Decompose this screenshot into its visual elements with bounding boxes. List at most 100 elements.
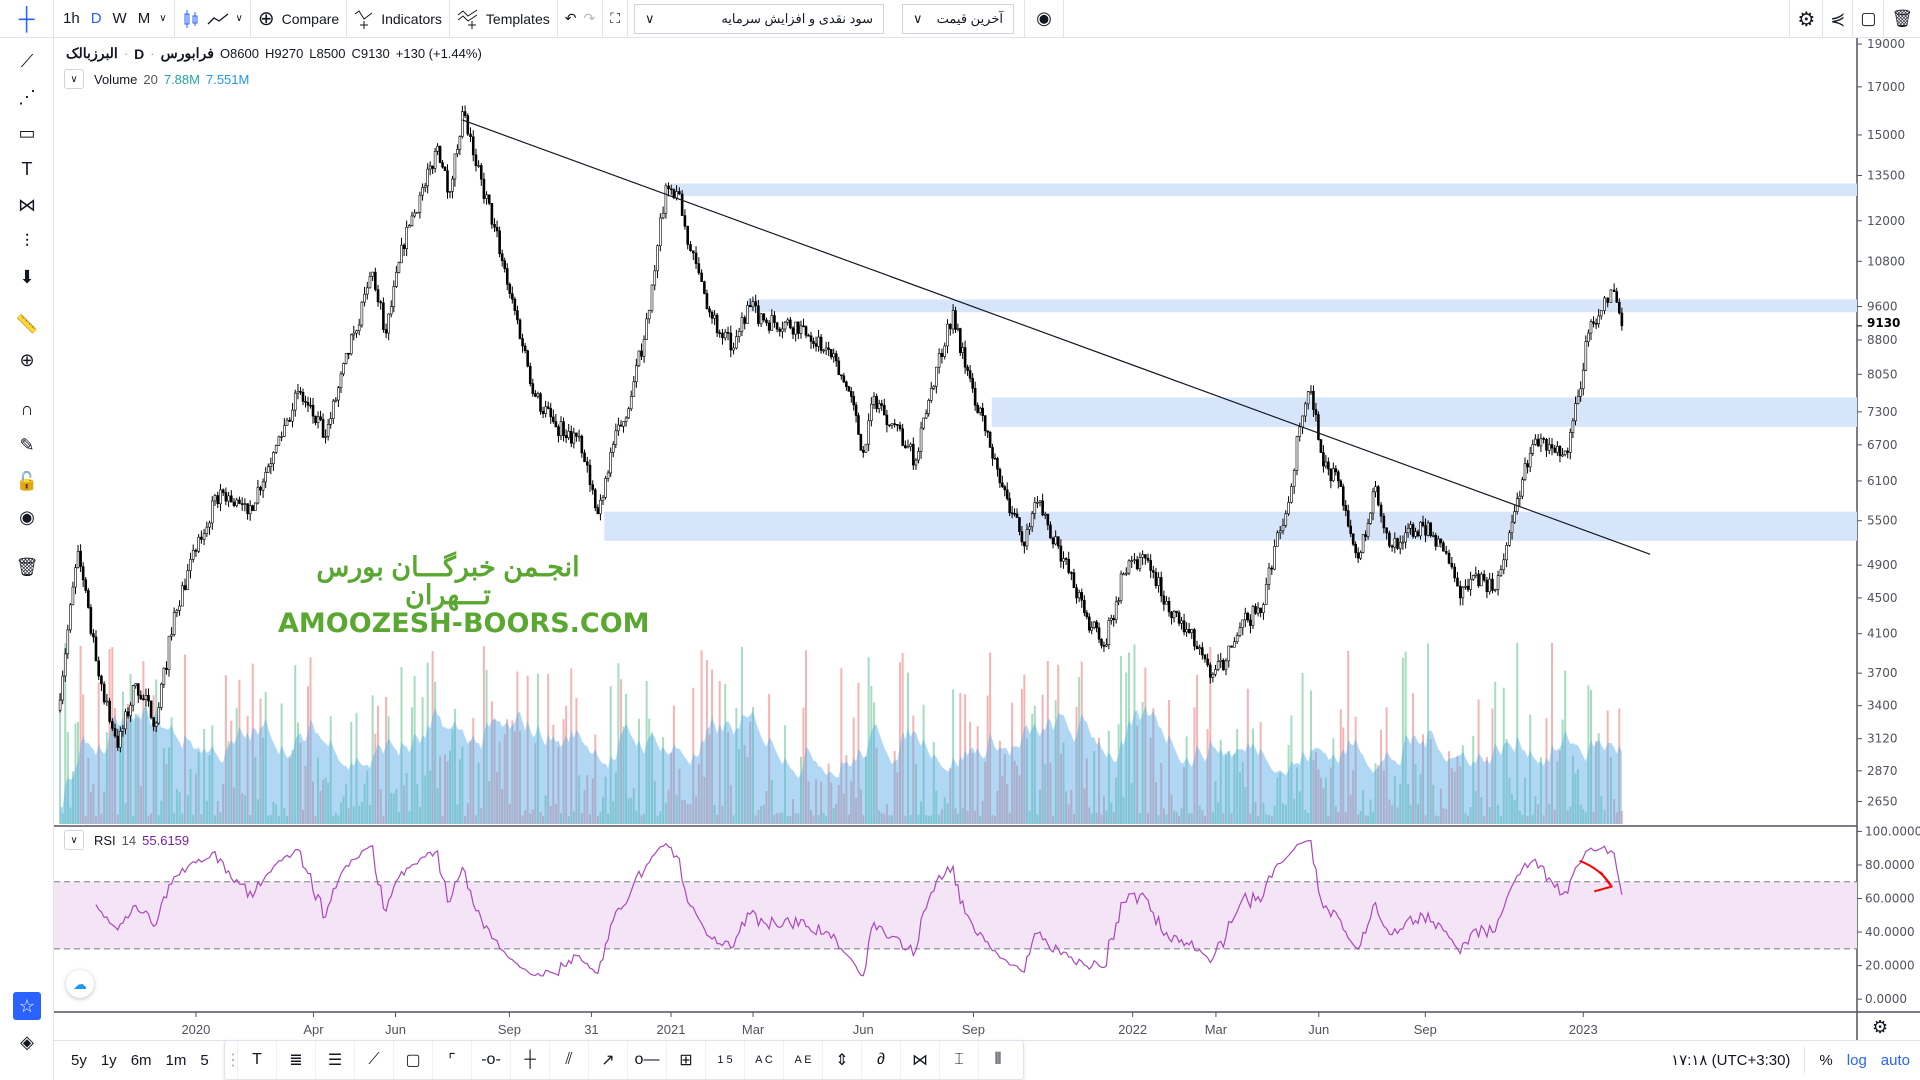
rectangle-tool[interactable]: ▭ bbox=[13, 119, 41, 147]
interval-m[interactable]: M bbox=[137, 10, 151, 27]
visibility-button[interactable]: ◉ bbox=[1024, 0, 1065, 38]
fib-tool[interactable]: ⋰ bbox=[13, 83, 41, 111]
chevron-down-icon[interactable]: ∨ bbox=[159, 13, 167, 24]
horizontal-ray-tool[interactable]: -o- bbox=[471, 1041, 510, 1079]
lock-tool[interactable]: 🔓 bbox=[13, 467, 41, 495]
range-1m[interactable]: 1m bbox=[165, 1052, 187, 1069]
zoom-tool[interactable]: ⊕ bbox=[13, 346, 41, 374]
volume-bar bbox=[173, 812, 176, 824]
candle bbox=[1502, 553, 1506, 575]
volume-bar bbox=[536, 673, 539, 824]
parallel-lines-tool[interactable]: ☰ bbox=[315, 1041, 354, 1079]
candle-body bbox=[342, 363, 345, 375]
percent-toggle[interactable]: % bbox=[1819, 1051, 1833, 1069]
candle bbox=[898, 421, 902, 432]
prediction-tool[interactable]: ⫶ bbox=[13, 227, 41, 255]
price-source-select[interactable]: ∨ آخرین قیمت bbox=[902, 3, 1015, 34]
volume-bar bbox=[1439, 788, 1442, 824]
interval-w[interactable]: W bbox=[112, 10, 127, 27]
brush-tool[interactable]: ∂ bbox=[861, 1041, 900, 1079]
symbol-name[interactable]: البرزبالک bbox=[66, 45, 118, 61]
axis-settings-button[interactable]: ⚙ bbox=[1872, 1017, 1888, 1038]
line-chart-icon[interactable] bbox=[207, 12, 229, 26]
elliott-correction-tool[interactable]: A C bbox=[744, 1041, 783, 1079]
object-tree-button[interactable]: ◈ bbox=[13, 1028, 41, 1056]
collapse-chevron-icon[interactable]: ∨ bbox=[64, 69, 84, 89]
candles-icon[interactable] bbox=[182, 9, 200, 29]
candle-body bbox=[541, 411, 545, 414]
lock-drawing-tool[interactable]: ✎ bbox=[13, 431, 41, 459]
candle-body bbox=[147, 695, 150, 702]
clock[interactable]: ۱۷:۱۸ (UTC+3:30) bbox=[1671, 1052, 1791, 1069]
candle bbox=[973, 381, 977, 411]
candle bbox=[1620, 307, 1624, 331]
candle-body bbox=[142, 698, 145, 701]
undo-icon[interactable]: ↶ bbox=[564, 10, 577, 26]
arrow-tool[interactable]: ⬇ bbox=[13, 263, 41, 291]
hide-tool[interactable]: ◉ bbox=[13, 503, 41, 531]
candle-body bbox=[1028, 526, 1031, 530]
more-tools-button[interactable]: ⦀ bbox=[978, 1041, 1017, 1079]
interval-1h[interactable]: 1h bbox=[63, 10, 80, 27]
elliott-impulse-tool[interactable]: 1 5 bbox=[705, 1041, 744, 1079]
candle bbox=[165, 661, 168, 675]
pattern-tool[interactable]: ⋈ bbox=[13, 191, 41, 219]
candle bbox=[1515, 492, 1519, 515]
range-5y[interactable]: 5y bbox=[71, 1052, 87, 1069]
text-tool[interactable]: T bbox=[237, 1041, 276, 1079]
cross-line-tool[interactable]: ┼ bbox=[510, 1041, 549, 1079]
auto-toggle[interactable]: auto bbox=[1880, 1051, 1910, 1069]
redo-icon[interactable]: ↷ bbox=[583, 10, 596, 26]
templates-button[interactable]: Templates bbox=[450, 0, 558, 38]
fullscreen-button[interactable]: ⛶ bbox=[603, 0, 629, 38]
candle-body bbox=[1077, 592, 1081, 599]
favorites-button[interactable]: ☆ bbox=[13, 992, 41, 1020]
range-5d[interactable]: 5 bbox=[200, 1052, 209, 1069]
share-button[interactable]: ⋞ bbox=[1823, 0, 1854, 38]
rectangle-tool[interactable]: ▢ bbox=[393, 1041, 432, 1079]
volume-bar bbox=[249, 814, 252, 824]
volume-bar bbox=[557, 746, 560, 824]
ray-tool[interactable]: o— bbox=[627, 1041, 666, 1079]
volume-bar bbox=[150, 813, 153, 824]
arrow-tool[interactable]: ↗ bbox=[588, 1041, 627, 1079]
text-tool[interactable]: T bbox=[13, 155, 41, 183]
chevron-down-icon[interactable]: ∨ bbox=[235, 13, 243, 24]
price-range-tool[interactable]: ⊞ bbox=[666, 1041, 705, 1079]
tradingview-logo[interactable]: ☁ bbox=[66, 970, 94, 998]
volume-bar bbox=[1095, 812, 1098, 824]
interval-d[interactable]: D bbox=[90, 10, 102, 27]
candle-body bbox=[956, 328, 960, 330]
remove-drawings-tool[interactable]: 🗑 bbox=[13, 553, 41, 581]
volume-bar bbox=[1070, 789, 1073, 824]
adjustment-select[interactable]: ∨ سود نقدی و افزایش سرمایه bbox=[634, 3, 885, 34]
candle-body bbox=[1244, 612, 1247, 621]
price-projection-tool[interactable]: ⇕ bbox=[822, 1041, 861, 1079]
range-6m[interactable]: 6m bbox=[130, 1052, 152, 1069]
trend-line-tool[interactable]: ⟋ bbox=[354, 1041, 393, 1079]
date-range-tool[interactable]: ⌶ bbox=[939, 1041, 978, 1079]
volume-bar bbox=[689, 804, 692, 824]
pattern-tool[interactable]: ⋈ bbox=[900, 1041, 939, 1079]
volume-bar bbox=[189, 768, 192, 824]
snapshot-button[interactable]: ▢ bbox=[1853, 0, 1885, 38]
trend-line-tool[interactable]: ⟋ bbox=[13, 47, 41, 75]
settings-button[interactable]: ⚙ bbox=[1789, 0, 1824, 38]
callout-tool[interactable]: ⌜ bbox=[432, 1041, 471, 1079]
drag-handle-icon[interactable]: ⋮ bbox=[225, 1052, 241, 1069]
candle bbox=[1312, 385, 1315, 417]
log-toggle[interactable]: log bbox=[1846, 1051, 1867, 1069]
ruler-tool[interactable]: 📏 bbox=[13, 310, 41, 338]
magnet-tool[interactable]: ∩ bbox=[13, 395, 41, 423]
parallel-channel-tool[interactable]: ⫽ bbox=[549, 1041, 588, 1079]
fib-tool[interactable]: ≣ bbox=[276, 1041, 315, 1079]
compare-button[interactable]: ⊕ Compare bbox=[251, 0, 348, 38]
indicators-button[interactable]: Indicators bbox=[347, 0, 450, 38]
collapse-chevron-icon[interactable]: ∨ bbox=[64, 830, 84, 850]
elliott-triangle-tool[interactable]: A E bbox=[783, 1041, 822, 1079]
range-1y[interactable]: 1y bbox=[100, 1052, 117, 1069]
remove-button[interactable]: 🗑 bbox=[1884, 0, 1920, 38]
volume-bar bbox=[1445, 809, 1448, 824]
templates-label: Templates bbox=[485, 10, 550, 27]
